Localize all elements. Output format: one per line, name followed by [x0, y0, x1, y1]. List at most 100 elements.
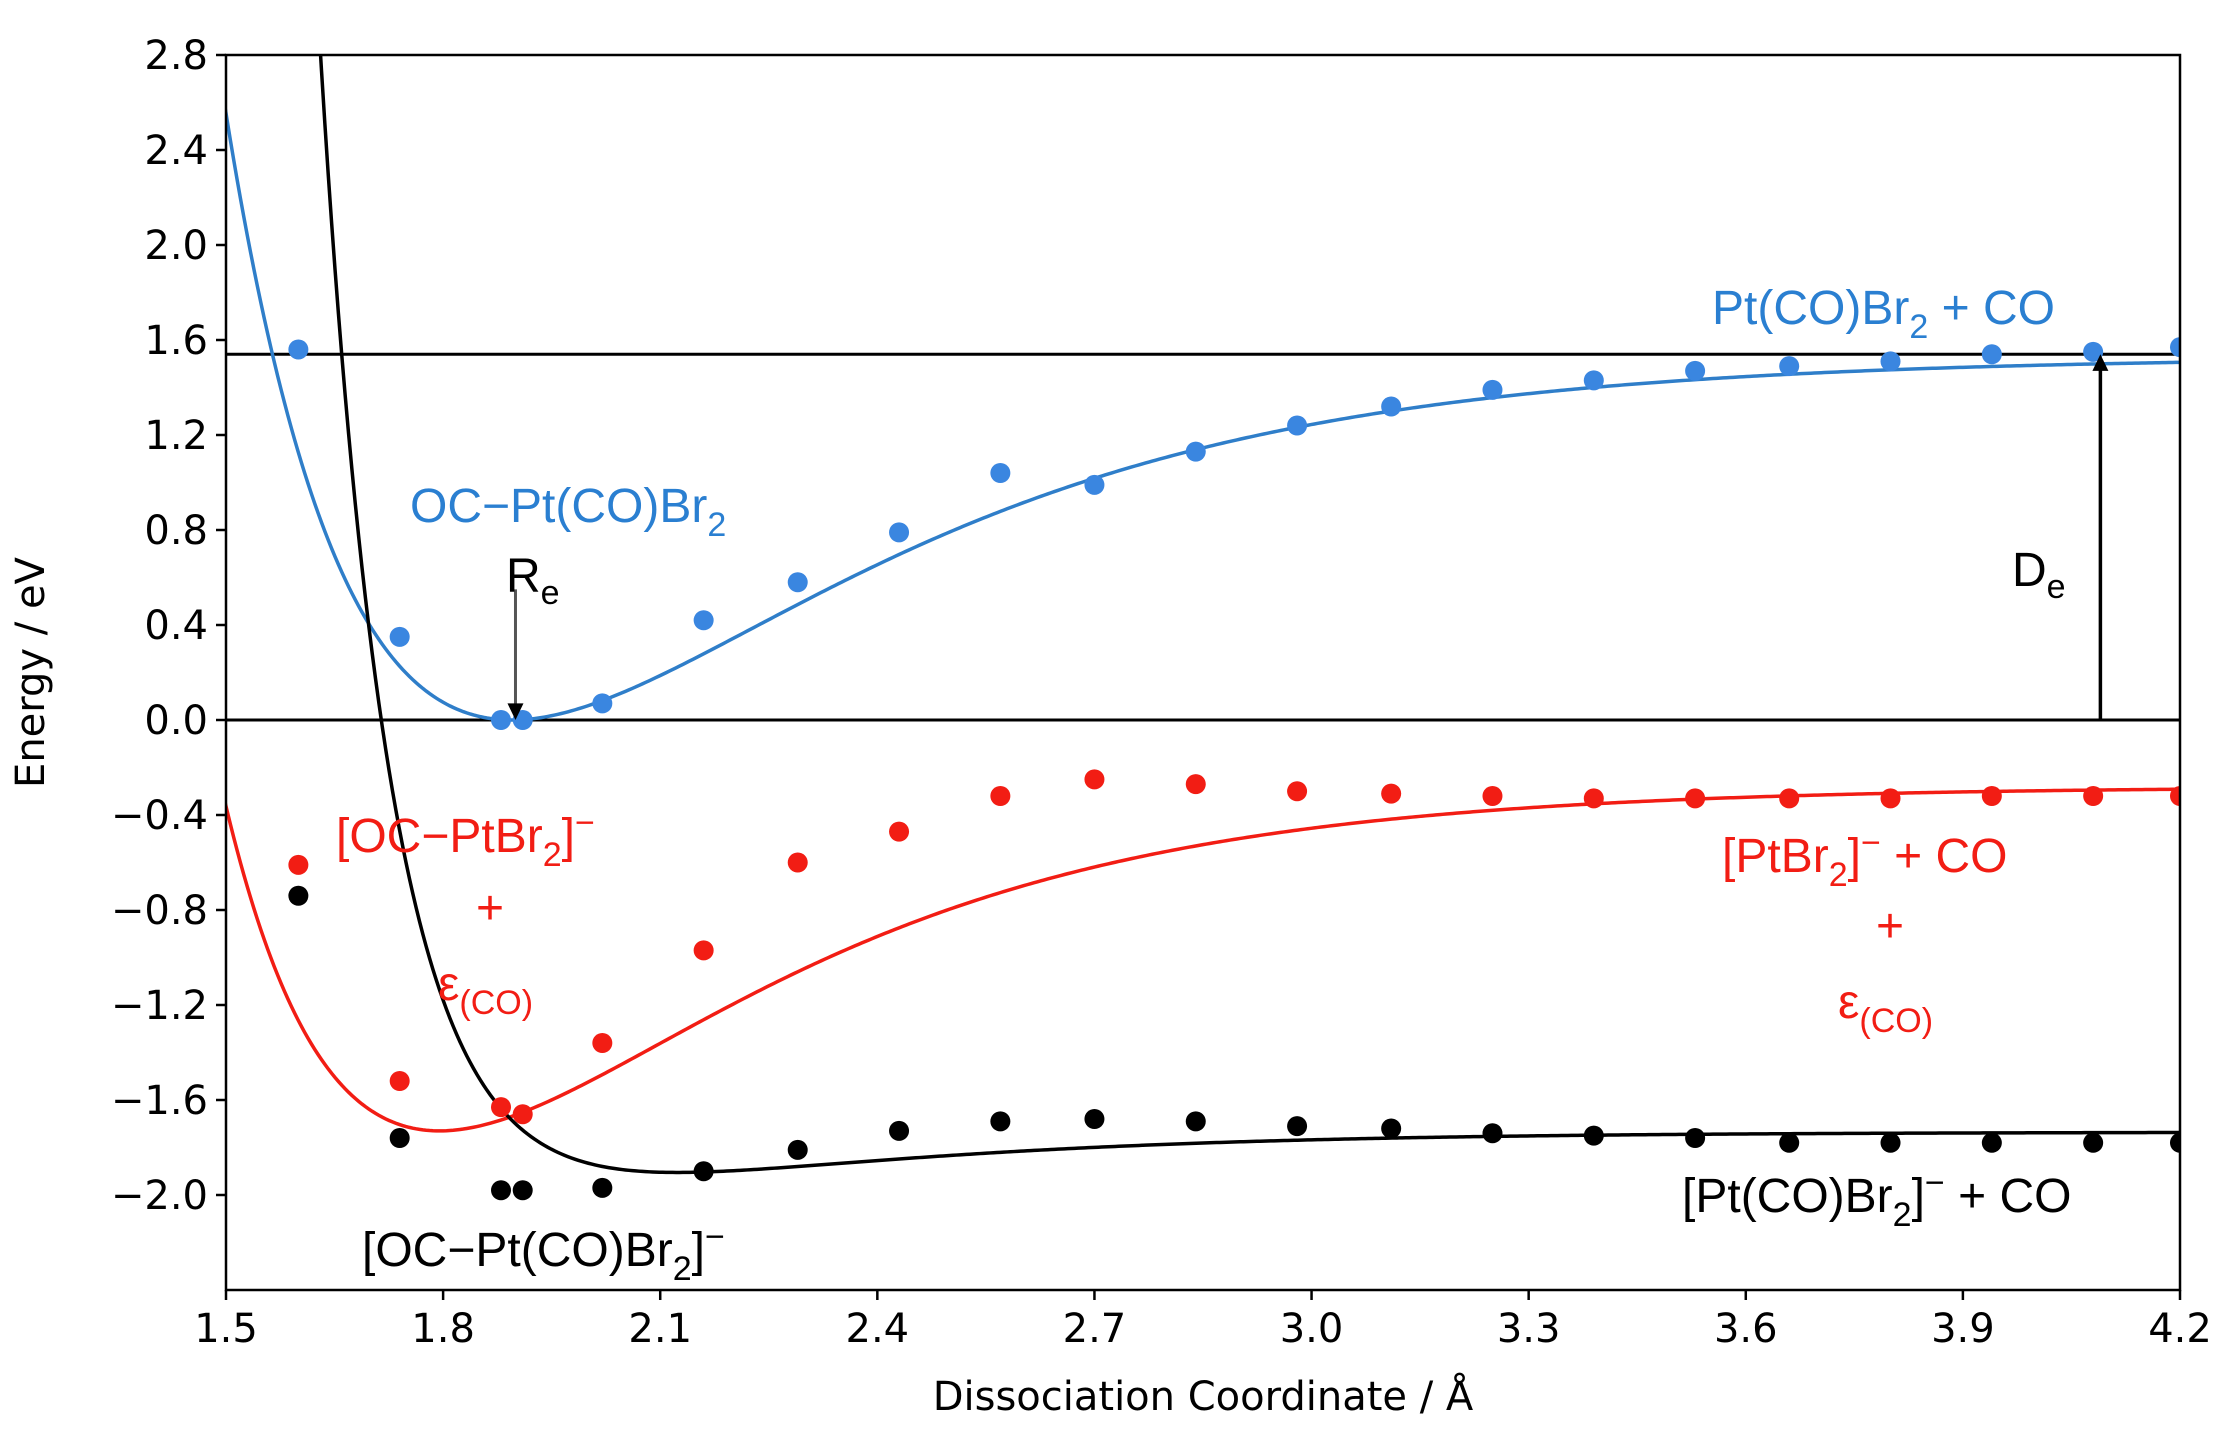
data-point — [990, 463, 1011, 483]
x-tick-label: 2.1 — [628, 1306, 692, 1352]
data-point — [1381, 396, 1402, 417]
x-tick-label: 2.7 — [1063, 1306, 1127, 1352]
re-label: Re — [506, 550, 560, 612]
data-point — [1981, 344, 2002, 365]
y-tick-label: −2.0 — [111, 1173, 208, 1219]
data-point — [592, 1033, 613, 1053]
data-point — [288, 339, 309, 360]
data-point — [1482, 786, 1503, 806]
red-dissociated-epsilon: ε(CO) — [1838, 976, 1933, 1040]
fit-curve — [226, 102, 2180, 722]
black-bound-label: [OC−Pt(CO)Br2]− — [362, 1218, 725, 1288]
data-point — [1381, 1118, 1402, 1139]
y-tick-label: 2.4 — [144, 128, 208, 174]
blue-dissociated-label: Pt(CO)Br2 + CO — [1712, 282, 2055, 346]
data-point — [1779, 788, 1800, 809]
data-point — [2083, 1132, 2104, 1153]
x-tick-label: 3.3 — [1497, 1306, 1561, 1352]
data-point — [1084, 1109, 1105, 1129]
y-tick-label: 0.8 — [144, 508, 208, 554]
data-point — [693, 1161, 714, 1182]
data-point — [889, 522, 910, 543]
y-ticks-group: 2.8 2.4 2.0 1.6 1.2 0.8 0.4 0.0 −0.4 −0.8 −1.2 −1.6… — [111, 33, 226, 1219]
data-point — [1779, 1132, 1800, 1153]
data-point — [1685, 1128, 1706, 1148]
data-point — [592, 1177, 613, 1198]
fit-curve — [318, 55, 2180, 1175]
de-arrow-head — [2092, 354, 2109, 371]
data-point — [491, 1097, 512, 1118]
de-label: De — [2012, 544, 2066, 606]
data-point — [288, 854, 309, 875]
axes-group — [224, 53, 2182, 1292]
data-point — [1583, 1125, 1604, 1146]
data-point — [1779, 356, 1800, 377]
y-tick-label: 2.0 — [144, 223, 208, 269]
data-point — [693, 610, 714, 631]
data-point — [1880, 788, 1901, 809]
data-point — [389, 1128, 410, 1148]
data-point — [693, 940, 714, 961]
data-point — [1287, 781, 1308, 802]
y-tick-label: 1.2 — [144, 413, 208, 459]
data-point — [389, 626, 410, 647]
data-point — [2170, 1132, 2180, 1153]
plot-frame — [224, 53, 2182, 1292]
x-tick-label: 1.8 — [411, 1306, 475, 1352]
data-point — [491, 1180, 512, 1201]
red-bound-plus: + — [476, 882, 504, 935]
data-point — [1880, 1132, 1901, 1153]
data-points-group — [288, 337, 2180, 1201]
data-point — [1287, 1116, 1308, 1137]
red-bound-label: [OC−PtBr2]− — [336, 804, 595, 874]
data-point — [1482, 379, 1503, 400]
data-point — [889, 1120, 910, 1141]
data-point — [1287, 415, 1308, 436]
data-point — [990, 1111, 1011, 1132]
data-point — [1381, 783, 1402, 804]
y-tick-label: 0.4 — [144, 603, 208, 649]
data-point — [512, 1180, 533, 1201]
y-tick-label: −1.6 — [111, 1078, 208, 1124]
data-point — [592, 693, 613, 714]
y-tick-label: −1.2 — [111, 983, 208, 1029]
y-axis-label: Energy / eV — [8, 556, 54, 788]
y-tick-label: −0.8 — [111, 888, 208, 934]
red-dissociated-plus: + — [1876, 900, 1904, 953]
blue-bound-label: OC−Pt(CO)Br2 — [410, 480, 726, 544]
data-point — [1482, 1123, 1503, 1144]
x-tick-label: 4.2 — [2148, 1306, 2212, 1352]
red-bound-epsilon: ε(CO) — [438, 958, 533, 1022]
data-point — [1185, 1111, 1206, 1132]
data-point — [1583, 370, 1604, 391]
y-tick-label: 1.6 — [144, 318, 208, 364]
x-tick-label: 3.0 — [1280, 1306, 1344, 1352]
x-axis-label: Dissociation Coordinate / Å — [933, 1372, 1474, 1420]
data-point — [1084, 474, 1105, 495]
data-point — [1685, 788, 1706, 809]
y-tick-label: 0.0 — [144, 698, 208, 744]
data-point — [787, 852, 808, 873]
data-point — [1084, 769, 1105, 790]
data-point — [512, 1104, 533, 1125]
data-point — [990, 786, 1011, 806]
data-point — [1981, 1132, 2002, 1153]
re-arrow-head — [507, 703, 524, 720]
data-point — [1583, 788, 1604, 809]
data-point — [2083, 341, 2104, 362]
data-point — [2170, 786, 2180, 806]
x-tick-label: 2.4 — [846, 1306, 910, 1352]
data-point — [889, 821, 910, 842]
data-point — [1185, 774, 1206, 795]
data-point — [491, 710, 512, 730]
data-point — [1880, 351, 1901, 372]
data-point — [787, 572, 808, 593]
data-point — [1981, 786, 2002, 806]
annotations-group: Pt(CO)Br2 + CO OC−Pt(CO)Br2 Re De [OC−Pt… — [336, 282, 2109, 1288]
data-point — [1185, 441, 1206, 462]
data-point — [787, 1139, 808, 1160]
x-tick-label: 1.5 — [194, 1306, 258, 1352]
data-point — [1685, 360, 1706, 381]
x-tick-label: 3.6 — [1714, 1306, 1778, 1352]
